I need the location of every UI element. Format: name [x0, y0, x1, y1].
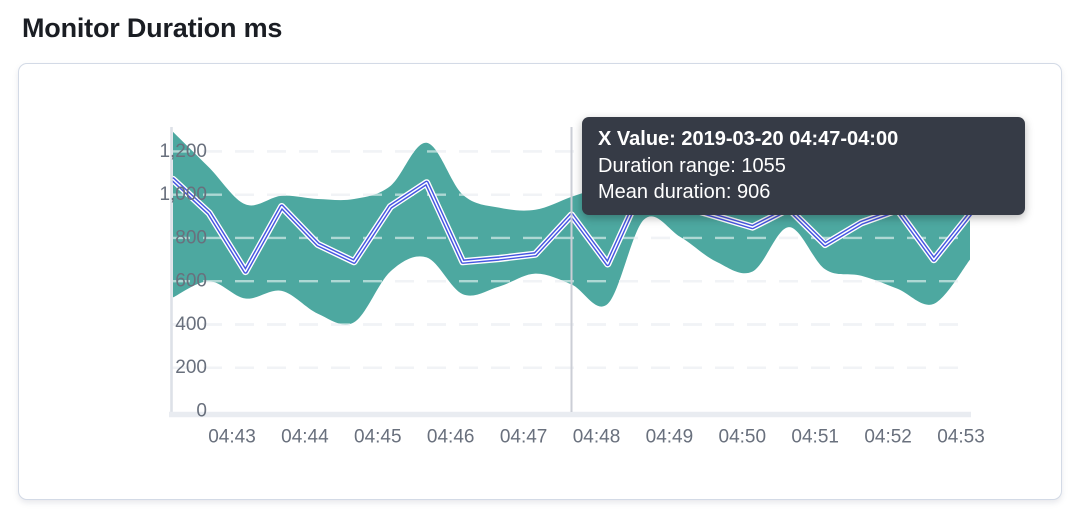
x-axis-label: 04:48 — [573, 427, 621, 448]
x-axis-label: 04:43 — [208, 427, 256, 448]
y-axis-label: 800 — [175, 227, 207, 248]
tooltip-duration-range: Duration range: 1055 — [598, 154, 786, 177]
chart-tooltip: X Value: 2019-03-20 04:47-04:00 Duration… — [582, 117, 1025, 215]
tooltip-mean-duration: Mean duration: 906 — [598, 181, 771, 203]
x-axis-label: 04:50 — [719, 427, 767, 448]
y-axis-label: 200 — [175, 357, 207, 378]
y-axis-label: 1,000 — [159, 184, 207, 205]
y-axis-label: 400 — [175, 314, 207, 335]
x-axis-label: 04:47 — [500, 427, 548, 448]
tooltip-x-value: X Value: 2019-03-20 04:47-04:00 — [598, 128, 899, 150]
x-axis-label: 04:51 — [791, 427, 839, 448]
x-axis-label: 04:46 — [427, 427, 475, 448]
x-axis-label: 04:49 — [646, 427, 694, 448]
x-axis-label: 04:44 — [281, 427, 329, 448]
page-title: Monitor Duration ms — [22, 13, 283, 43]
y-axis-label: 0 — [196, 401, 207, 422]
y-axis-label: 1,200 — [159, 141, 207, 162]
x-axis-label: 04:45 — [354, 427, 402, 448]
x-axis-label: 04:53 — [937, 427, 985, 448]
x-axis-label: 04:52 — [864, 427, 912, 448]
y-axis-label: 600 — [175, 271, 207, 292]
